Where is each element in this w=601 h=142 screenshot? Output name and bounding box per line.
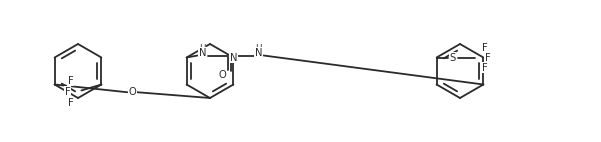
Text: F: F xyxy=(64,86,70,97)
Text: H: H xyxy=(200,44,206,53)
Text: N: N xyxy=(230,53,237,62)
Text: O: O xyxy=(129,87,136,97)
Text: F: F xyxy=(67,98,73,107)
Text: S: S xyxy=(450,53,456,62)
Text: F: F xyxy=(482,62,487,73)
Text: F: F xyxy=(67,76,73,85)
Text: F: F xyxy=(485,53,490,62)
Text: N: N xyxy=(199,48,206,58)
Text: O: O xyxy=(219,69,227,80)
Text: N: N xyxy=(255,48,263,58)
Text: H: H xyxy=(255,44,262,53)
Text: F: F xyxy=(482,42,487,53)
